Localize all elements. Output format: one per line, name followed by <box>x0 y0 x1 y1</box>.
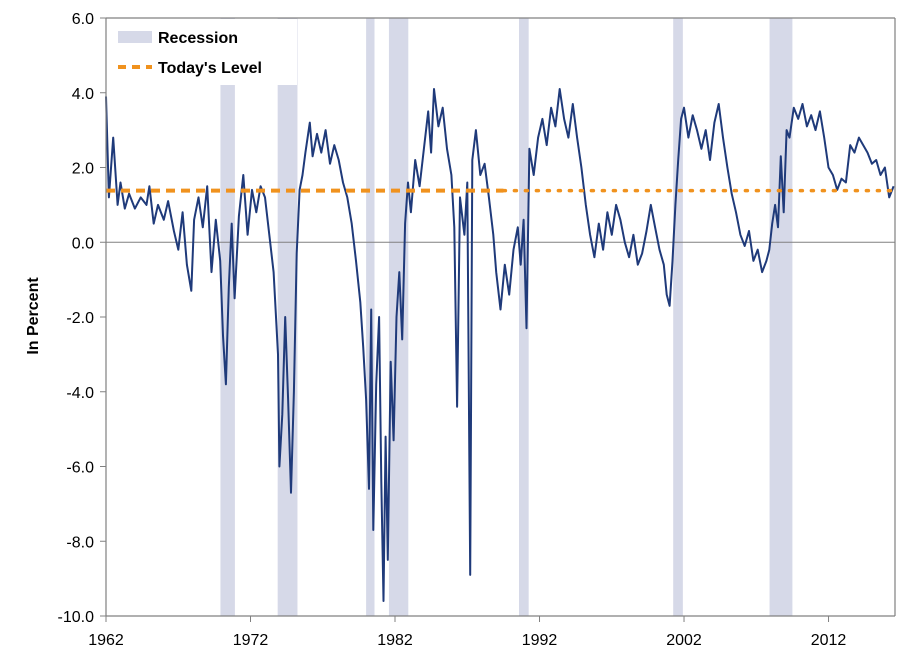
legend-today-label: Today's Level <box>158 60 262 77</box>
legend: Recession Today's Level <box>107 19 297 85</box>
recession-bands <box>220 18 793 616</box>
x-tick-label: 1992 <box>522 632 558 649</box>
legend-recession-label: Recession <box>158 30 238 47</box>
y-tick-label: -4.0 <box>66 385 94 402</box>
recession-band <box>388 18 409 616</box>
y-axis-label: In Percent <box>25 277 42 355</box>
y-tick-label: 4.0 <box>72 86 94 103</box>
x-tick-label: 2012 <box>811 632 847 649</box>
legend-recession-swatch <box>118 31 152 43</box>
y-tick-label: -8.0 <box>66 534 94 551</box>
x-axis-ticks: 1962 1972 1982 1992 2002 2012 <box>88 616 846 649</box>
series-line <box>105 88 895 602</box>
x-tick-label: 1962 <box>88 632 124 649</box>
x-tick-label: 1972 <box>233 632 269 649</box>
y-tick-label: 2.0 <box>72 161 94 178</box>
y-tick-label: -10.0 <box>58 609 95 626</box>
y-axis-ticks: 6.0 4.0 2.0 0.0 -2.0 -4.0 -6.0 -8.0 -10.0 <box>58 11 106 626</box>
recession-band <box>673 18 683 616</box>
recession-band <box>518 18 529 616</box>
series-group <box>105 88 895 602</box>
x-tick-label: 2002 <box>666 632 702 649</box>
recession-band <box>769 18 793 616</box>
y-tick-label: -2.0 <box>66 310 94 327</box>
x-tick-label: 1982 <box>377 632 413 649</box>
y-tick-label: -6.0 <box>66 460 94 477</box>
y-tick-label: 0.0 <box>72 235 94 252</box>
legend-background <box>107 19 297 85</box>
y-tick-label: 6.0 <box>72 11 94 28</box>
